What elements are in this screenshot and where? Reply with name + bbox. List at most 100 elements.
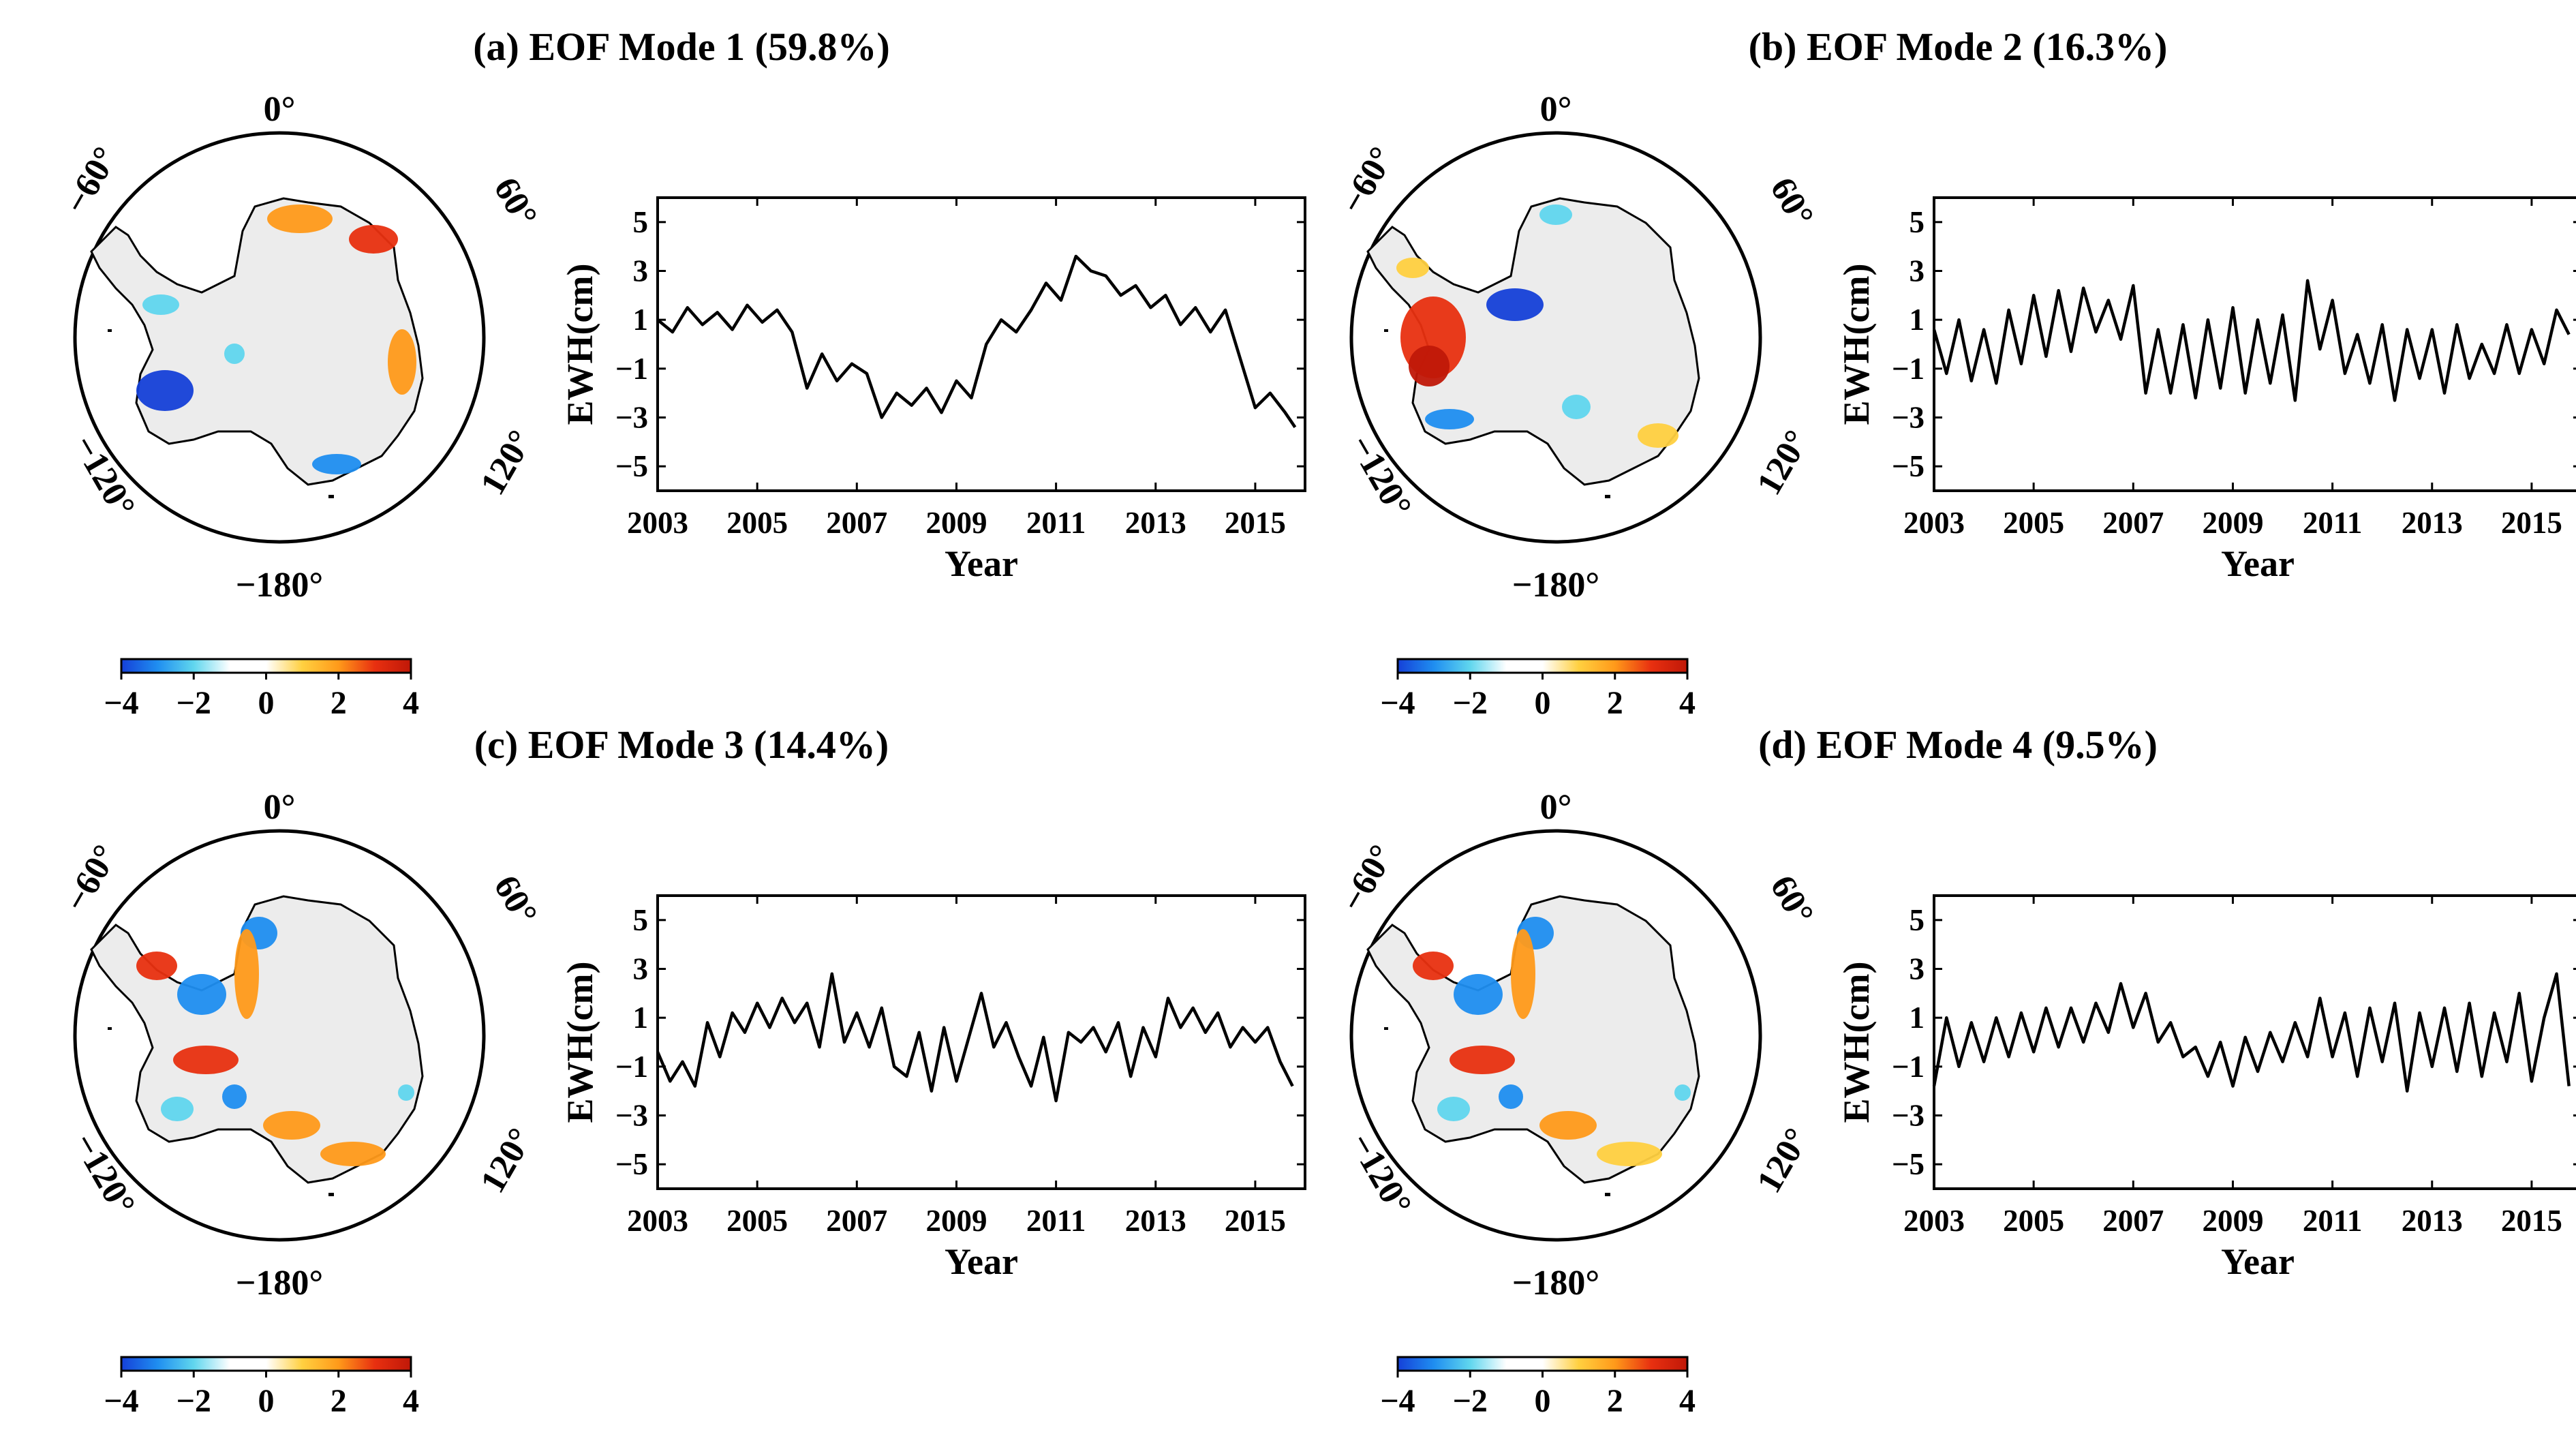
x-tick-label: 2009 [2202,1204,2263,1238]
x-axis-label: Year [945,1241,1018,1282]
anomaly-patch-3 [173,1046,239,1074]
colorbar-tick-label: 2 [331,1383,347,1419]
lon-label-0: 0° [264,90,296,129]
lon-label-120: 120° [1749,1122,1817,1200]
x-tick-label: 2007 [826,1204,887,1238]
y-tick-label: −1 [1892,352,1925,386]
anomaly-patch-8 [1511,929,1535,1019]
colorbar-tick-label: 2 [331,685,347,721]
anomaly-patch-6 [312,454,361,474]
colorbar-tick-label: −4 [104,685,138,721]
x-tick-label: 2005 [726,1204,788,1238]
panel-title: (d) EOF Mode 4 (9.5%) [1758,722,2158,767]
y-tick-label: 1 [633,1001,649,1035]
anomaly-patches [136,917,414,1166]
colorbar-tick-label: −2 [177,1383,211,1419]
y-tick-label: 3 [633,952,649,986]
anomaly-patch-7 [224,344,245,364]
colorbar-gradient [120,658,412,674]
colorbar-tick-label: 4 [1679,685,1696,721]
x-tick-label: 2009 [925,1204,987,1238]
anomaly-patches [1413,917,1691,1166]
anomaly-patch-4 [1425,409,1474,429]
colorbar-tick-label: 0 [1535,685,1551,721]
anomaly-patch-3 [1450,1046,1515,1074]
panel-title: (a) EOF Mode 1 (59.8%) [473,25,890,69]
x-axis-label: Year [945,543,1018,584]
island-mark [1605,495,1610,498]
anomaly-patch-5 [1562,395,1591,419]
colorbar-gradient [1396,1356,1689,1372]
y-tick-label: −1 [615,352,648,386]
anomaly-patch-10 [398,1084,414,1101]
island-mark [328,495,334,498]
lon-label-minus60: −60° [57,140,125,220]
lon-label-60: 60° [486,869,545,932]
x-tick-label: 2003 [627,506,688,540]
antarctica-map [73,829,486,1242]
anomaly-patch-2 [177,974,226,1015]
eof-panel-2: (b) EOF Mode 2 (16.3%)0°−180°−60° 60°−120… [1333,25,2576,721]
panel-title: (c) EOF Mode 3 (14.4%) [474,722,889,767]
x-tick-label: 2005 [2003,506,2064,540]
anomaly-patch-3 [388,329,416,395]
lon-label-180: −180° [236,566,323,605]
lon-label-minus60: −60° [1333,838,1402,918]
lon-label-120: 120° [473,1122,540,1200]
lon-label-0: 0° [1540,90,1572,129]
lon-label-0: 0° [1540,788,1572,827]
colorbar-gradient [120,1356,412,1372]
y-axis-label: EWH(cm) [1836,264,1877,425]
x-tick-label: 2005 [726,506,788,540]
ewh-series-line [656,972,1294,1103]
colorbar-tick-label: 4 [403,1383,419,1419]
y-tick-label: −1 [1892,1050,1925,1084]
anomaly-patch-8 [234,929,259,1019]
colorbar-gradient [1396,658,1689,674]
anomaly-patches [136,204,416,474]
ewh-series-line [656,254,1297,429]
lon-label-120: 120° [473,424,540,502]
plot-frame [1933,894,2576,1190]
x-tick-label: 2013 [1125,506,1186,540]
lon-label-120: 120° [1749,424,1817,502]
x-tick-label: 2009 [925,506,987,540]
y-tick-label: −5 [615,449,648,483]
antarctica-map [1349,131,1762,544]
x-tick-label: 2013 [2402,1204,2463,1238]
x-tick-label: 2007 [826,506,887,540]
colorbar-tick-label: 0 [258,685,275,721]
x-tick-label: 2009 [2202,506,2263,540]
lon-label-minus60: −60° [57,838,125,918]
x-tick-label: 2007 [2102,506,2164,540]
plot-frame [656,894,1306,1190]
colorbar-tick-label: 2 [1607,1383,1623,1419]
plot-frame [1933,196,2576,492]
panels-container: (a) EOF Mode 1 (59.8%)0°−180°−60° 60°−120… [57,25,2576,1419]
colorbar-tick-label: −4 [104,1383,138,1419]
anomaly-patch-9 [320,1142,386,1166]
anomaly-patch-6 [1539,1111,1597,1140]
anomaly-patch-8 [1396,258,1429,278]
anomaly-patch-4 [142,294,179,315]
lon-label-60: 60° [1762,171,1821,234]
colorbar-tick-label: −2 [177,685,211,721]
x-tick-label: 2003 [627,1204,688,1238]
y-axis-label: EWH(cm) [1836,962,1877,1123]
antarctica-landmass [90,197,424,486]
y-tick-label: −3 [1892,401,1925,435]
x-tick-label: 2011 [1026,506,1086,540]
time-series-plot: 2003 2005 2007 2009 2011 2013 2015 5 3 1 −1 −3 −5 Yea… [559,894,1306,1282]
time-series-plot: 2003 2005 2007 2009 2011 2013 2015 5 3 1 −1 −3 −5 Yea… [1836,196,2576,584]
y-tick-label: 3 [1910,952,1925,986]
y-tick-label: 3 [633,254,649,288]
anomaly-patch-4 [222,1084,247,1109]
island-mark [328,1193,334,1196]
lon-label-180: −180° [236,1264,323,1303]
y-tick-label: −3 [615,1099,648,1133]
anomaly-patch-1 [1413,952,1454,980]
colorbar: −4 −2 0 2 4 [104,658,419,721]
lon-label-0: 0° [264,788,296,827]
colorbar-tick-label: −2 [1453,1383,1488,1419]
